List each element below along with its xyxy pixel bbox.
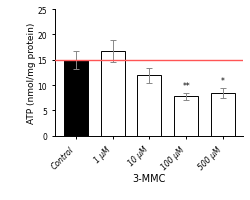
- Bar: [64, 60, 87, 136]
- Bar: [137, 76, 161, 136]
- Bar: [100, 52, 124, 136]
- Y-axis label: ATP (nmol/mg protein): ATP (nmol/mg protein): [27, 23, 36, 123]
- Text: *: *: [220, 77, 224, 86]
- X-axis label: 3-MMC: 3-MMC: [132, 173, 165, 183]
- Bar: [210, 93, 234, 136]
- Text: **: **: [182, 82, 189, 91]
- Bar: [174, 97, 197, 136]
